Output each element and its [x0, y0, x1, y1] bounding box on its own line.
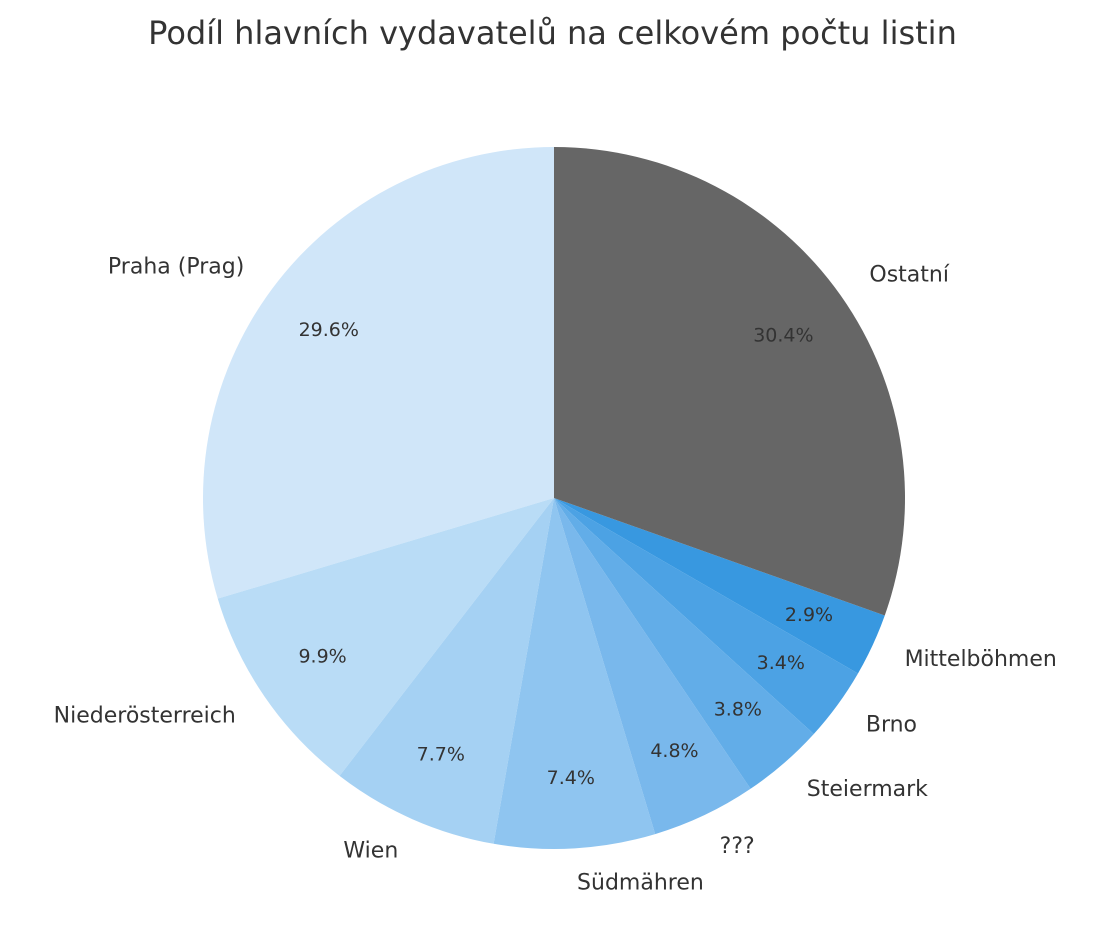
slice-percent-sudmahren: 7.4%: [547, 767, 595, 789]
pie-slice-sudmahren: [493, 498, 656, 849]
chart-title: Podíl hlavních vydavatelů na celkovém po…: [148, 14, 957, 52]
pie-slice-mittelbohmen: [554, 498, 885, 674]
slice-label-mittelbohmen: Mittelböhmen: [905, 647, 1057, 672]
slice-percent-mittelbohmen: 2.9%: [785, 604, 833, 626]
pie-slice-unknown: [554, 498, 751, 835]
pie-slice-niederosterreich: [217, 498, 555, 776]
slice-label-praha-prag: Praha (Prag): [108, 254, 244, 279]
slice-percent-unknown: 4.8%: [650, 740, 698, 762]
slice-label-wien: Wien: [343, 838, 398, 863]
pie-slice-praha-prag: [203, 147, 555, 599]
pie-slice-ostatni: [554, 147, 905, 616]
slice-label-ostatni: Ostatní: [869, 262, 949, 287]
slice-label-brno: Brno: [866, 713, 917, 738]
slice-label-niederosterreich: Niederösterreich: [54, 704, 236, 729]
pie-slice-wien: [339, 498, 554, 844]
slice-label-unknown: ???: [720, 834, 755, 859]
slice-percent-praha-prag: 29.6%: [299, 319, 359, 341]
slice-percent-steiermark: 3.8%: [714, 699, 762, 721]
slice-percent-ostatni: 30.4%: [753, 325, 813, 347]
slice-percent-wien: 7.7%: [417, 743, 465, 765]
slice-percent-niederosterreich: 9.9%: [298, 646, 346, 668]
slice-label-sudmahren: Südmähren: [577, 870, 704, 895]
pie-slice-steiermark: [554, 498, 814, 789]
slice-label-steiermark: Steiermark: [807, 777, 928, 802]
pie-slice-brno: [554, 498, 858, 735]
slice-percent-brno: 3.4%: [757, 652, 805, 674]
